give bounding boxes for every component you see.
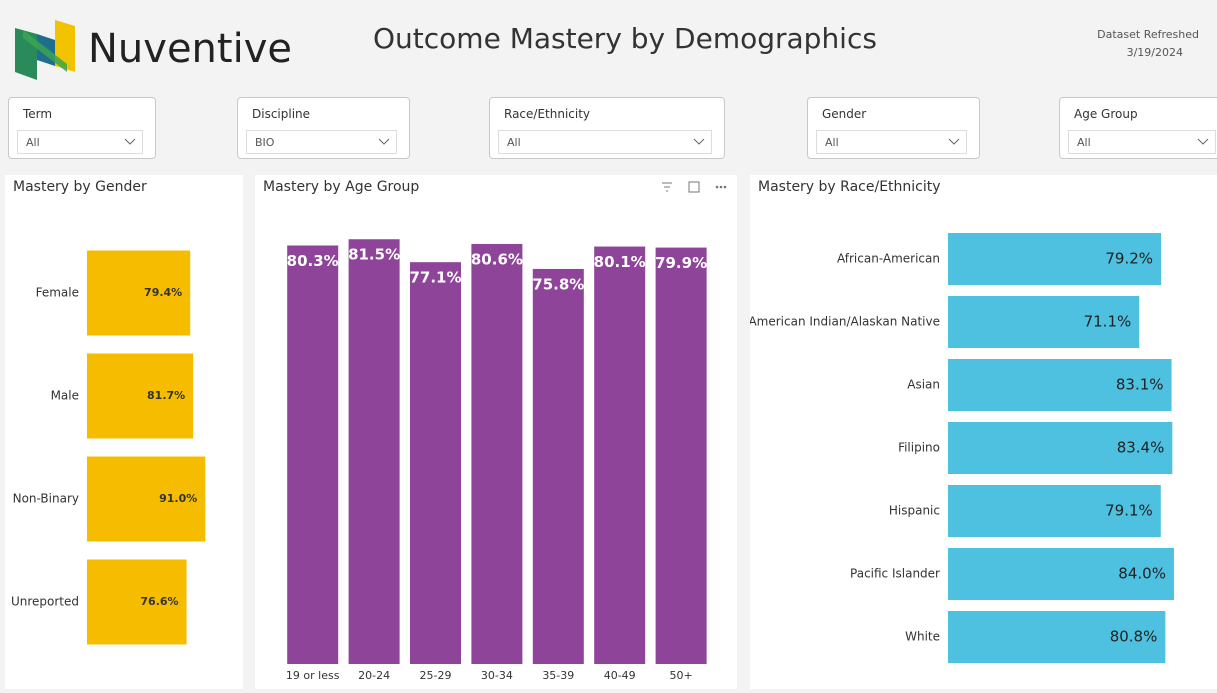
chevron [378,138,390,145]
bar [532,268,584,664]
value-label: 77.1% [409,269,461,287]
visual-icons[interactable] [662,181,727,193]
bar [87,353,194,439]
value-label: 83.4% [1117,439,1165,457]
bar [948,611,1166,663]
value-label: 79.1% [1105,502,1153,520]
panel: Mastery by Age Group 19 or less 80.3% 20-24… [255,175,737,689]
panel: Mastery by Gender Female 79.4% Male 81.7% Non… [5,175,243,689]
category-label: 35-39 [542,669,574,682]
filter-label: Discipline [252,107,311,121]
value-label: 79.4% [144,286,182,299]
category-label: American Indian/Alaskan Native [750,315,940,329]
bar [287,245,339,664]
value-label: 75.8% [532,275,584,293]
bar [348,239,400,664]
filter[interactable]: Age Group All [1059,97,1217,159]
category-label: Female [36,286,79,300]
dropdown[interactable]: All [816,130,967,154]
brand: Nuventive [88,26,292,72]
dropdown[interactable]: All [498,130,712,154]
bar [471,243,523,664]
filter[interactable]: Race/Ethnicity All [489,97,725,159]
chevron [693,138,705,145]
value-label: 80.3% [287,252,339,270]
category-label: Non-Binary [13,492,79,506]
value-label: 80.1% [594,253,646,271]
filter[interactable]: Discipline BIO [237,97,410,159]
bar [948,233,1162,285]
dropdown-value: All [507,136,521,149]
refresh-date: 3/19/2024 [1126,46,1183,59]
category-label: 30-34 [481,669,513,682]
bar [87,456,206,542]
bar [948,548,1174,600]
category-label: Unreported [11,595,79,609]
dropdown[interactable]: All [17,130,143,154]
dropdown-value: All [1077,136,1091,149]
filter-label: Gender [822,107,867,121]
panel: Mastery by Race/Ethnicity African-America… [748,175,1217,689]
category-label: 19 or less [286,669,340,682]
bar [87,559,187,645]
value-label: 83.1% [1116,376,1164,394]
dropdown[interactable]: BIO [246,130,397,154]
category-label: Pacific Islander [850,567,940,581]
chart: Mastery by Gender Female 79.4% Male 81.7% Non… [11,179,206,645]
filter-label: Race/Ethnicity [504,107,591,121]
dropdown-value: All [825,136,839,149]
chart: Mastery by Race/Ethnicity African-America… [748,179,1174,663]
category-label: 40-49 [604,669,636,682]
bar [948,422,1173,474]
chevron [1197,138,1209,145]
category-label: Hispanic [889,504,940,518]
category-label: 50+ [669,669,692,682]
dropdown-value: BIO [255,136,275,149]
value-label: 91.0% [159,492,197,505]
filter-label: Term [23,107,53,121]
bar [87,250,191,336]
value-label: 81.5% [348,246,400,264]
filter[interactable]: Gender All [807,97,980,159]
bar [948,485,1161,537]
value-label: 81.7% [147,389,185,402]
bar [410,262,461,664]
chart: Mastery by Age Group 19 or less 80.3% 20-24… [263,179,727,682]
value-label: 79.9% [655,254,707,272]
refresh-info: Dataset Refreshed 3/19/2024 [1097,28,1199,59]
category-label: Male [51,389,79,403]
category-label: 20-24 [358,669,390,682]
chart-title: Mastery by Gender [13,179,147,195]
bar [948,296,1140,348]
chevron [124,138,136,145]
value-label: 79.2% [1105,250,1153,268]
value-label: 71.1% [1084,313,1132,331]
value-label: 80.8% [1110,628,1158,646]
filter-label: Age Group [1074,107,1138,121]
chart-title: Mastery by Age Group [263,179,419,195]
chevron [948,138,960,145]
page-title: Outcome Mastery by Demographics [373,22,877,55]
bar [594,246,646,664]
category-label: 25-29 [420,669,452,682]
value-label: 84.0% [1118,565,1166,583]
filter[interactable]: Term All [8,97,156,159]
logo [15,20,75,80]
dropdown-value: All [26,136,40,149]
category-label: White [905,630,940,644]
value-label: 76.6% [140,595,178,608]
category-label: Filipino [898,441,940,455]
dropdown[interactable]: All [1068,130,1216,154]
bar [655,247,707,664]
value-label: 80.6% [471,250,523,268]
category-label: African-American [837,252,940,266]
category-label: Asian [907,378,940,392]
chart-title: Mastery by Race/Ethnicity [758,179,941,195]
bar [948,359,1172,411]
refresh-label: Dataset Refreshed [1097,28,1199,41]
